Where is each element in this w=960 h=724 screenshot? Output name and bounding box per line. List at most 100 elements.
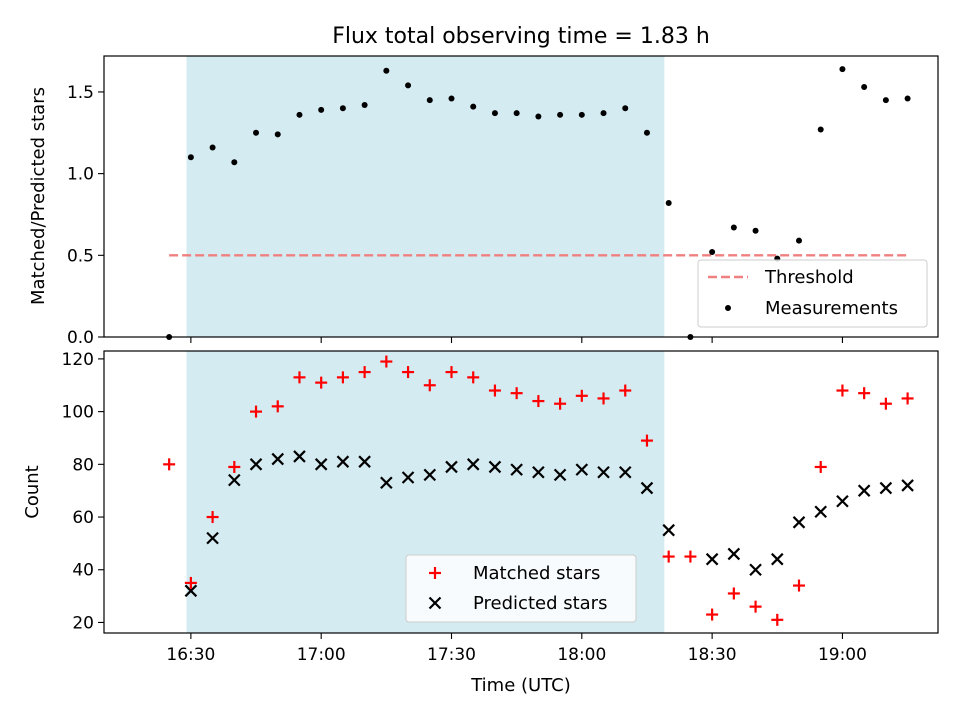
measurement-point (513, 110, 520, 117)
predicted-star-point (510, 463, 523, 476)
matched-star-point (336, 371, 349, 384)
cross-b (749, 563, 762, 577)
matched-star-point (619, 384, 632, 397)
predicted-star-point (314, 458, 328, 471)
matched-star-point (228, 460, 241, 473)
predicted-star-point (575, 463, 589, 476)
bottom-panel: 20 40 60 80 100 120 16:30 17:00 17:30 18:00 18:30 1… (62, 350, 939, 665)
measurement-point (709, 249, 716, 256)
matched-star-point (749, 600, 762, 613)
measurement-point (405, 82, 412, 89)
measurement-point (426, 97, 433, 104)
predicted-star-point (445, 460, 458, 474)
predicted-star-point (727, 547, 741, 561)
y-tick-label: 80 (72, 455, 94, 475)
predicted-star-point (901, 479, 914, 492)
predicted-star-point (857, 484, 871, 497)
matched-star-point (380, 355, 393, 368)
predicted-star-point (466, 458, 480, 471)
predicted-star-point (836, 494, 849, 508)
legend-predicted-label: Predicted stars (473, 593, 607, 614)
cross-b (249, 458, 263, 471)
measurement-point (600, 110, 607, 117)
top-legend (697, 259, 928, 328)
matched-star-point (575, 389, 588, 402)
predicted-star-point (423, 468, 437, 482)
cross-b (901, 479, 914, 492)
y-tick-label: 1.5 (67, 83, 94, 103)
plot-frame (103, 350, 939, 634)
predicted-star-point (380, 476, 393, 490)
matched-star-point (488, 384, 501, 397)
measurement-point (882, 97, 889, 104)
predicted-star-point (640, 481, 654, 495)
matched-star-point (445, 366, 458, 379)
cross-b (532, 465, 545, 479)
cross-b (618, 465, 632, 479)
cross-b (380, 476, 393, 490)
legend-threshold-label: Threshold (764, 267, 854, 288)
legend-predicted-swatch (428, 596, 442, 610)
predicted-star-point (532, 465, 545, 479)
matched-star-point (532, 395, 545, 408)
cross-b (184, 584, 198, 598)
predicted-star-point (249, 458, 263, 471)
matched-star-point (814, 460, 827, 473)
cross-b (597, 465, 610, 479)
matched-star-point (510, 387, 523, 400)
measurement-point (622, 105, 629, 112)
measurement-point (861, 84, 868, 91)
predicted-star-point (662, 523, 675, 537)
matched-star-point (358, 366, 371, 379)
cross-b (314, 458, 328, 471)
matched-star-point (901, 392, 914, 405)
bottom-y-axis-label: Count (22, 465, 43, 518)
chart-title: Flux total observing time = 1.83 h (332, 24, 710, 49)
matched-star-point (793, 579, 805, 592)
legend-matched-swatch (429, 567, 441, 579)
predicted-star-point (597, 465, 610, 479)
plot-frame (103, 55, 939, 338)
matched-star-point (706, 608, 719, 621)
predicted-star-point (336, 455, 350, 468)
bottom-legend (405, 554, 637, 623)
measurement-point (361, 102, 368, 109)
cross-b (814, 505, 827, 519)
y-tick-label: 0.5 (67, 246, 94, 266)
matched-star-point (315, 376, 328, 389)
cross-b (488, 460, 502, 474)
measurement-point (643, 129, 650, 136)
cross-b (792, 516, 806, 529)
x-axis-label: Time (UTC) (470, 675, 571, 696)
y-tick-label: 0.0 (67, 328, 94, 348)
x-tick-label: 17:30 (427, 645, 476, 665)
measurement-point (491, 110, 498, 117)
cross-b (510, 463, 523, 476)
measurement-point (187, 154, 194, 161)
measurement-point (318, 106, 325, 113)
predicted-star-point (792, 516, 806, 529)
legend-measurements-swatch (725, 305, 731, 311)
x-tick-label: 18:00 (557, 645, 606, 665)
measurement-point (839, 66, 846, 73)
cross-b (336, 455, 350, 468)
matched-star-point (206, 511, 219, 524)
predicted-star-point (401, 471, 415, 484)
x-tick-label: 19:00 (818, 645, 867, 665)
cross-b (228, 473, 241, 487)
measurement-point (535, 113, 542, 120)
matched-star-point (662, 550, 675, 563)
matched-star-point (163, 458, 176, 471)
legend-measurements-label: Measurements (765, 298, 898, 319)
measurement-point (665, 200, 672, 207)
legend-matched-label: Matched stars (473, 563, 600, 584)
matched-star-point (467, 371, 480, 384)
measurement-point (253, 129, 260, 136)
matched-star-point (402, 366, 415, 379)
matched-star-point (879, 397, 892, 410)
y-tick-label: 40 (72, 561, 94, 581)
measurement-point (730, 224, 737, 231)
matched-star-point (554, 397, 567, 410)
cross-b (401, 471, 415, 484)
cross-b (271, 452, 285, 466)
